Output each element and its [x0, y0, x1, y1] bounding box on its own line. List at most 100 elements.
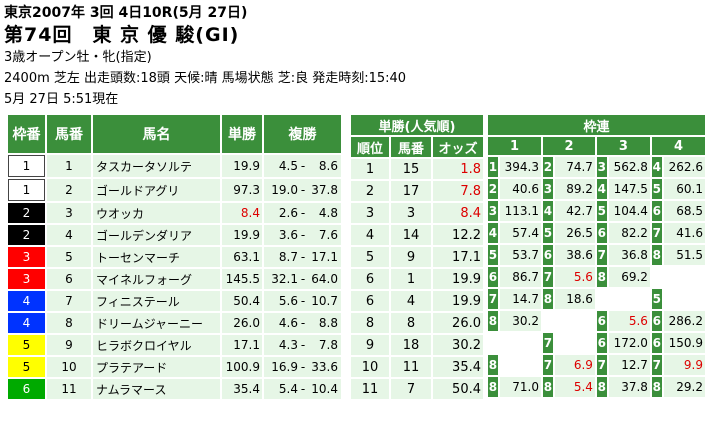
- wakuren-partner: 3: [542, 179, 553, 199]
- table-row: 3 113.1 4 42.7 5 104.4 6 68.5: [488, 201, 705, 221]
- wakuren-odds: 26.5: [554, 223, 595, 243]
- place-odds-high: 33.6: [311, 360, 338, 374]
- table-row: 5 9 ヒラボクロイヤル 17.1 4.3-7.8: [8, 335, 341, 355]
- place-odds: 8.7-17.1: [264, 247, 341, 267]
- wakuren-odds: 60.1: [663, 179, 705, 199]
- pop-odds: 35.4: [433, 357, 483, 377]
- wakuren-partner: 7: [542, 355, 553, 375]
- win-odds: 97.3: [222, 179, 262, 201]
- horse-name: トーセンマーチ: [93, 247, 220, 267]
- pop-rank: 10: [351, 357, 389, 377]
- wakuren-odds: 104.4: [608, 201, 650, 221]
- place-separator: -: [300, 159, 306, 173]
- horse-name: ナムラマース: [93, 379, 220, 399]
- table-row: 6 86.7 7 5.6 8 69.2: [488, 267, 705, 287]
- waku-number: 2: [8, 203, 45, 223]
- pop-horse-number: 11: [391, 357, 431, 377]
- win-odds: 26.0: [222, 313, 262, 333]
- wakuren-partner: 3: [596, 157, 607, 177]
- wakuren-partner: 8: [596, 267, 607, 287]
- pop-odds: 8.4: [433, 203, 483, 223]
- wakuren-partner: 8: [651, 245, 662, 265]
- table-row: 1 1 タスカータソルテ 19.9 4.5-8.6: [8, 155, 341, 177]
- win-odds: 8.4: [222, 203, 262, 223]
- pop-rank: 4: [351, 225, 389, 245]
- pop-horse-number: 1: [391, 269, 431, 289]
- wakuren-odds: 5.6: [554, 267, 595, 287]
- popularity-table-body: 1 15 1.8 2 17 7.8 3 3 8.4 4 14 12.2 5 9 17.1 6 1 19.9 6 4 19…: [351, 159, 483, 399]
- place-odds-low: 4.6: [278, 316, 298, 330]
- wakuren-partner: 5: [651, 289, 662, 309]
- race-condition: 3歳オープン牡・牝(指定): [4, 50, 152, 65]
- table-row: 2 17 7.8: [351, 181, 483, 201]
- win-odds: 50.4: [222, 291, 262, 311]
- place-odds-low: 4.3: [278, 338, 298, 352]
- place-odds: 32.1-64.0: [264, 269, 341, 289]
- pop-horse-number: 4: [391, 291, 431, 311]
- waku-number: 4: [8, 291, 45, 311]
- wakuren-partner: 8: [488, 311, 498, 331]
- horse-name: プラテアード: [93, 357, 220, 377]
- pop-rank: 8: [351, 313, 389, 333]
- table-row: 2 4 ゴールデンダリア 19.9 3.6-7.6: [8, 225, 341, 245]
- wakuren-partner: 6: [596, 311, 607, 331]
- odds-table-body: 1 1 タスカータソルテ 19.9 4.5-8.6 1 2 ゴールドアグリ 97.3 19.0-3…: [8, 155, 341, 399]
- table-row: 7 14.7 8 18.6 5: [488, 289, 705, 309]
- place-separator: -: [300, 316, 306, 330]
- wakuren-odds: 262.6: [663, 157, 705, 177]
- place-odds: 5.6-10.7: [264, 291, 341, 311]
- wakuren-partner: 7: [488, 289, 498, 309]
- place-odds: 19.0-37.8: [264, 179, 341, 201]
- wakuren-odds: 42.7: [554, 201, 595, 221]
- wakuren-partner: 4: [596, 179, 607, 199]
- pop-odds: 17.1: [433, 247, 483, 267]
- wakuren-odds: 172.0: [608, 333, 650, 353]
- header-win: 単勝: [222, 115, 262, 153]
- place-separator: -: [300, 294, 306, 308]
- wakuren-odds: 36.8: [608, 245, 650, 265]
- wakuren-partner: 5: [542, 223, 553, 243]
- place-odds-high: 37.8: [311, 183, 338, 197]
- wakuren-odds: 394.3: [499, 157, 541, 177]
- table-row: 11 7 50.4: [351, 379, 483, 399]
- waku-number: 2: [8, 225, 45, 245]
- pop-horse-number: 14: [391, 225, 431, 245]
- header-pop-odds: オッズ: [433, 137, 483, 157]
- place-odds-low: 16.9: [271, 360, 298, 374]
- table-row: 8 30.2 6 5.6 6 286.2: [488, 311, 705, 331]
- wakuren-col-header: 4: [651, 137, 705, 155]
- wakuren-partner: [651, 267, 662, 287]
- wakuren-odds: [499, 355, 541, 375]
- win-odds: 19.9: [222, 225, 262, 245]
- place-odds-high: 8.8: [318, 316, 338, 330]
- horse-name: ゴールデンダリア: [93, 225, 220, 245]
- table-row: 6 11 ナムラマース 35.4 5.4-10.4: [8, 379, 341, 399]
- pop-rank: 9: [351, 335, 389, 355]
- wakuren-partner: 4: [651, 157, 662, 177]
- wakuren-partner: 5: [488, 245, 498, 265]
- pop-odds: 19.9: [433, 269, 483, 289]
- wakuren-partner: 8: [488, 377, 498, 397]
- wakuren-odds: [663, 289, 705, 309]
- pop-odds: 12.2: [433, 225, 483, 245]
- wakuren-odds: 69.2: [608, 267, 650, 287]
- place-odds: 5.4-10.4: [264, 379, 341, 399]
- waku-number: 3: [8, 269, 45, 289]
- table-row: 3 6 マイネルフォーグ 145.5 32.1-64.0: [8, 269, 341, 289]
- place-odds: 3.6-7.6: [264, 225, 341, 245]
- wakuren-partner: 4: [542, 201, 553, 221]
- odds-table: 枠番 馬番 馬名 単勝 複勝 1 1 タスカータソルテ 19.9 4.5-8.6 1 2 ゴー…: [6, 113, 343, 401]
- wakuren-odds: 113.1: [499, 201, 541, 221]
- wakuren-odds: 53.7: [499, 245, 541, 265]
- place-odds-low: 5.6: [278, 294, 298, 308]
- horse-number: 3: [47, 203, 91, 223]
- header-waku: 枠番: [8, 115, 45, 153]
- wakuren-col-header: 2: [542, 137, 595, 155]
- wakuren-partner: [488, 333, 498, 353]
- wakuren-odds: 12.7: [608, 355, 650, 375]
- place-odds-high: 7.8: [318, 338, 338, 352]
- header-umaban: 馬番: [47, 115, 91, 153]
- horse-number: 9: [47, 335, 91, 355]
